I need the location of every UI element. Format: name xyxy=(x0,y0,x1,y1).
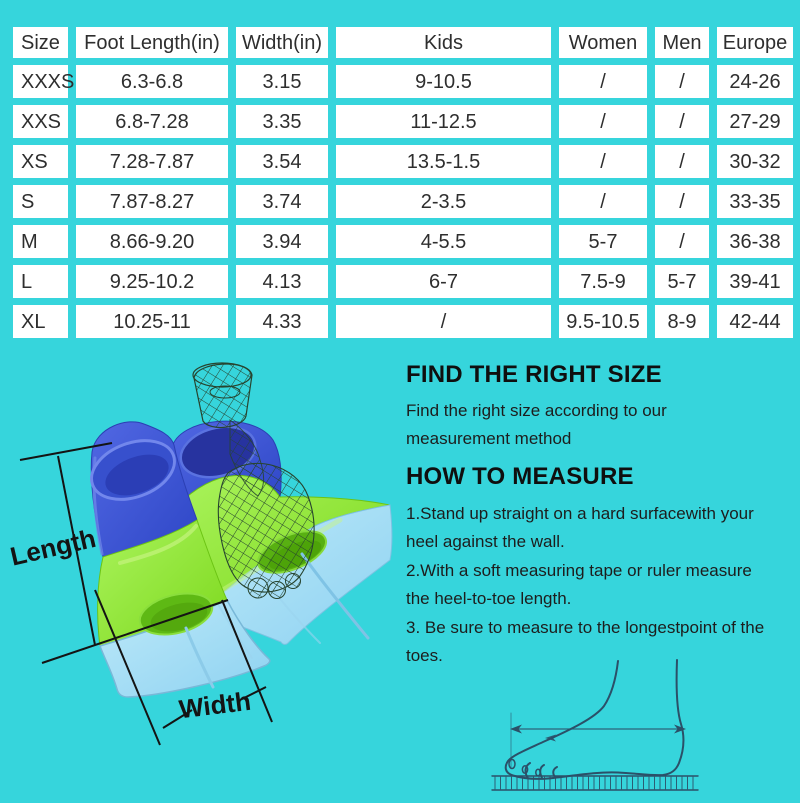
table-cell: 6.3-6.8 xyxy=(76,65,228,98)
table-cell: 27-29 xyxy=(717,105,793,138)
table-cell: 4.33 xyxy=(236,305,328,338)
table-cell: / xyxy=(655,145,709,178)
header-cell: Size xyxy=(13,27,68,58)
table-cell: 7.87-8.27 xyxy=(76,185,228,218)
width-measurement-lines xyxy=(94,589,273,746)
table-cell: 30-32 xyxy=(717,145,793,178)
header-cell: Europe xyxy=(717,27,793,58)
table-cell: M xyxy=(13,225,68,258)
header-cell: Women xyxy=(559,27,647,58)
table-cell: XXXS xyxy=(13,65,74,98)
size-chart-table: Size Foot Length(in) Width(in) Kids Wome… xyxy=(13,27,793,338)
table-cell: 6.8-7.28 xyxy=(76,105,228,138)
table-cell: / xyxy=(559,185,647,218)
length-measurement-lines xyxy=(19,442,229,664)
measure-intro-text: Find the right size according to our mea… xyxy=(406,401,667,449)
table-cell: 3.94 xyxy=(236,225,328,258)
length-label: Length xyxy=(7,523,98,572)
fins-illustration: Length Width xyxy=(7,362,393,746)
table-cell: / xyxy=(559,65,647,98)
table-cell: 9.25-10.2 xyxy=(76,265,228,298)
table-cell: 13.5-1.5 xyxy=(336,145,551,178)
table-cell: 7.5-9 xyxy=(559,265,647,298)
foot-length-arrows xyxy=(510,712,686,769)
table-cell: 3.35 xyxy=(236,105,328,138)
table-cell: / xyxy=(559,145,647,178)
table-cell: / xyxy=(655,225,709,258)
left-fin xyxy=(90,421,271,698)
table-cell: XS xyxy=(13,145,68,178)
find-right-size-title: FIND THE RIGHT SIZE xyxy=(406,361,662,388)
table-cell: 39-41 xyxy=(717,265,793,298)
table-cell: L xyxy=(13,265,68,298)
header-cell: Men xyxy=(655,27,709,58)
table-cell: / xyxy=(655,105,709,138)
how-to-measure-title: HOW TO MEASURE xyxy=(406,463,634,491)
table-cell: 10.25-11 xyxy=(76,305,228,338)
ruler xyxy=(491,775,699,791)
measure-guide: FIND THE RIGHT SIZE Find the right size … xyxy=(406,350,774,671)
table-cell: / xyxy=(655,65,709,98)
table-cell: 2-3.5 xyxy=(336,185,551,218)
table-cell: XL xyxy=(13,305,68,338)
table-cell: 4-5.5 xyxy=(336,225,551,258)
table-cell: 7.28-7.87 xyxy=(76,145,228,178)
measure-step: 1.Stand up straight on a hard surfacewit… xyxy=(406,503,754,552)
table-cell: 42-44 xyxy=(717,305,793,338)
table-cell: 5-7 xyxy=(655,265,709,298)
table-cell: 3.15 xyxy=(236,65,328,98)
table-cell: 5-7 xyxy=(559,225,647,258)
right-fin xyxy=(169,362,393,645)
foot-outline xyxy=(504,659,685,780)
measure-step: 3. Be sure to measure to the longestpoin… xyxy=(406,617,765,666)
table-cell: S xyxy=(13,185,68,218)
header-cell: Foot Length(in) xyxy=(76,27,228,58)
foot-measurement-illustration xyxy=(491,659,699,791)
table-cell: 3.54 xyxy=(236,145,328,178)
table-cell: 6-7 xyxy=(336,265,551,298)
table-cell: 8.66-9.20 xyxy=(76,225,228,258)
header-cell: Kids xyxy=(336,27,551,58)
width-label: Width xyxy=(177,686,252,725)
header-cell: Width(in) xyxy=(236,27,328,58)
table-cell: / xyxy=(655,185,709,218)
table-cell: / xyxy=(559,105,647,138)
table-cell: 24-26 xyxy=(717,65,793,98)
wireframe-foot-mesh xyxy=(192,362,315,599)
table-cell: 11-12.5 xyxy=(336,105,551,138)
table-cell: 8-9 xyxy=(655,305,709,338)
table-cell: XXS xyxy=(13,105,68,138)
table-cell: 4.13 xyxy=(236,265,328,298)
table-cell: / xyxy=(336,305,551,338)
table-cell: 9-10.5 xyxy=(336,65,551,98)
table-cell: 36-38 xyxy=(717,225,793,258)
measure-step: 2.With a soft measuring tape or ruler me… xyxy=(406,560,752,609)
table-cell: 33-35 xyxy=(717,185,793,218)
table-cell: 9.5-10.5 xyxy=(559,305,647,338)
table-cell: 3.74 xyxy=(236,185,328,218)
